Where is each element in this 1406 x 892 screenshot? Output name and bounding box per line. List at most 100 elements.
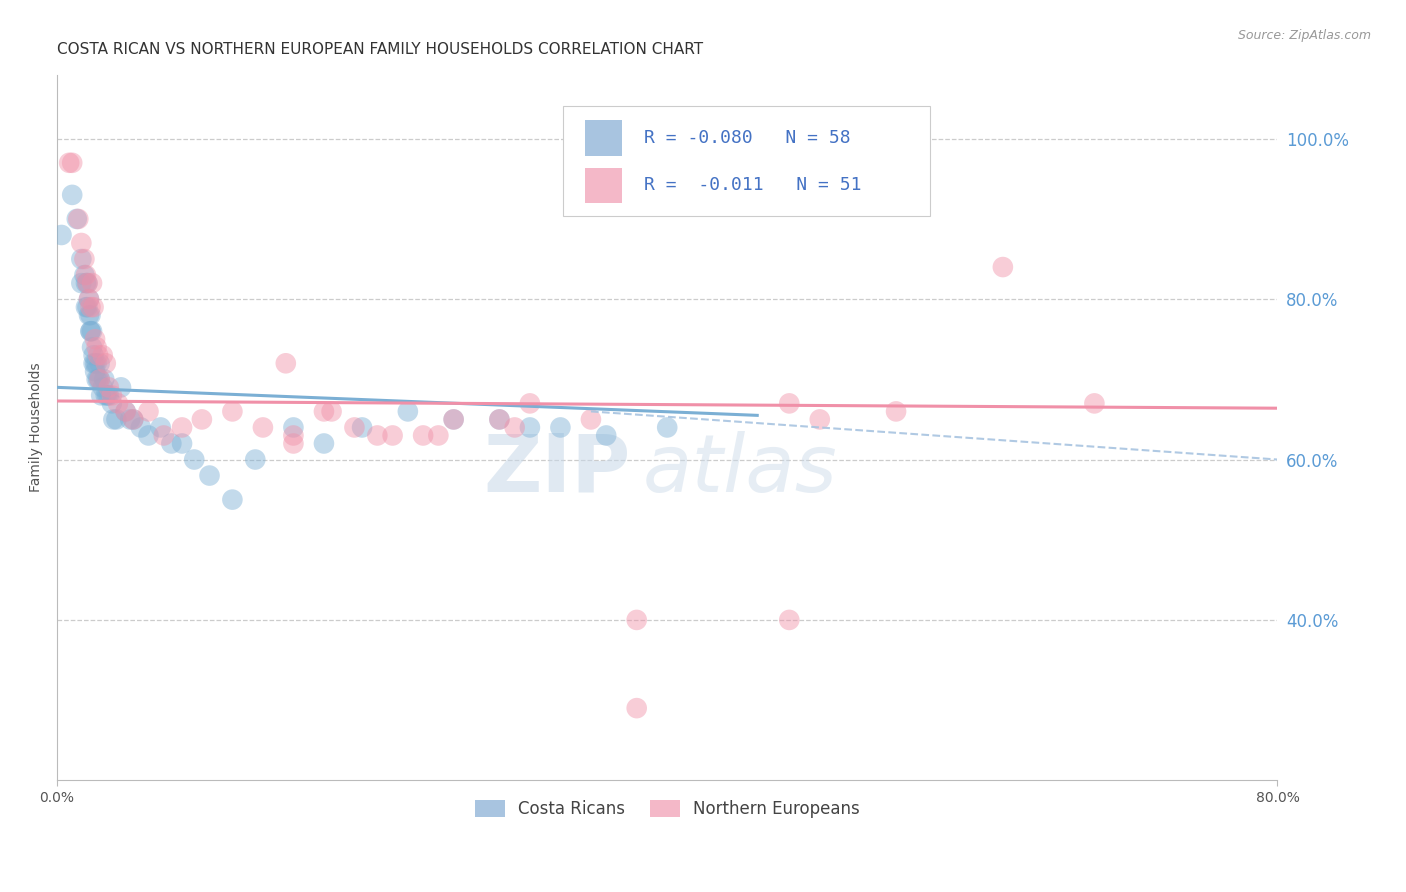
Point	[626, 701, 648, 715]
Point	[443, 412, 465, 426]
Text: atlas: atlas	[643, 431, 838, 508]
Point	[245, 452, 267, 467]
Point	[120, 412, 142, 426]
Legend: Costa Ricans, Northern Europeans: Costa Ricans, Northern Europeans	[468, 793, 866, 825]
Point	[86, 372, 108, 386]
Point	[138, 428, 160, 442]
Point	[103, 412, 125, 426]
Point	[84, 364, 107, 378]
Point	[77, 292, 100, 306]
Point	[443, 412, 465, 426]
Point	[114, 404, 136, 418]
Point	[60, 156, 83, 170]
Point	[83, 300, 105, 314]
Point	[274, 356, 297, 370]
Point	[94, 356, 117, 370]
Point	[352, 420, 374, 434]
Point	[79, 308, 101, 322]
Point	[1083, 396, 1105, 410]
Point	[138, 404, 160, 418]
Point	[221, 492, 243, 507]
Point	[60, 187, 83, 202]
Point	[51, 227, 73, 242]
Point	[198, 468, 221, 483]
Point	[312, 404, 335, 418]
Point	[84, 332, 107, 346]
Point	[519, 420, 541, 434]
Point	[283, 436, 305, 450]
Point	[70, 276, 93, 290]
Point	[76, 276, 98, 290]
Point	[79, 324, 101, 338]
Point	[89, 372, 111, 386]
Point	[122, 412, 145, 426]
FancyBboxPatch shape	[585, 168, 621, 203]
Point	[77, 292, 100, 306]
Point	[101, 388, 124, 402]
Point	[73, 268, 96, 282]
Point	[488, 412, 510, 426]
Point	[312, 436, 335, 450]
Point	[80, 276, 103, 290]
Point	[75, 276, 97, 290]
Point	[343, 420, 366, 434]
Point	[221, 404, 243, 418]
Point	[550, 420, 572, 434]
Point	[76, 300, 98, 314]
Point	[75, 268, 97, 282]
Point	[58, 156, 80, 170]
Text: R =  -0.011   N = 51: R = -0.011 N = 51	[644, 177, 862, 194]
Point	[107, 396, 129, 410]
Point	[114, 404, 136, 418]
Point	[87, 372, 110, 386]
Point	[396, 404, 419, 418]
Point	[89, 372, 111, 386]
Point	[70, 235, 93, 250]
Point	[321, 404, 343, 418]
Point	[183, 452, 205, 467]
Point	[884, 404, 907, 418]
Text: ZIP: ZIP	[484, 431, 631, 508]
Y-axis label: Family Households: Family Households	[30, 363, 44, 492]
Point	[808, 412, 831, 426]
FancyBboxPatch shape	[585, 120, 621, 156]
Point	[778, 613, 800, 627]
Point	[595, 428, 617, 442]
Point	[97, 380, 120, 394]
Point	[366, 428, 388, 442]
Point	[76, 276, 98, 290]
Point	[427, 428, 450, 442]
Point	[75, 300, 97, 314]
Point	[73, 252, 96, 266]
Point	[80, 340, 103, 354]
Point	[129, 420, 152, 434]
Point	[79, 300, 101, 314]
Point	[66, 211, 89, 226]
Point	[101, 396, 124, 410]
Point	[89, 356, 111, 370]
Text: R = -0.080   N = 58: R = -0.080 N = 58	[644, 129, 851, 147]
Point	[160, 436, 183, 450]
Point	[122, 412, 145, 426]
Point	[83, 356, 105, 370]
Point	[152, 428, 174, 442]
Point	[170, 436, 193, 450]
Point	[191, 412, 214, 426]
Point	[97, 388, 120, 402]
Point	[86, 356, 108, 370]
Point	[503, 420, 526, 434]
Point	[96, 388, 118, 402]
Point	[77, 308, 100, 322]
Text: Source: ZipAtlas.com: Source: ZipAtlas.com	[1237, 29, 1371, 42]
Point	[412, 428, 434, 442]
Point	[93, 372, 115, 386]
Point	[519, 396, 541, 410]
Point	[105, 412, 128, 426]
Point	[252, 420, 274, 434]
Point	[488, 412, 510, 426]
Point	[87, 348, 110, 362]
Point	[991, 260, 1014, 274]
FancyBboxPatch shape	[564, 106, 929, 216]
Point	[67, 211, 90, 226]
Point	[626, 613, 648, 627]
